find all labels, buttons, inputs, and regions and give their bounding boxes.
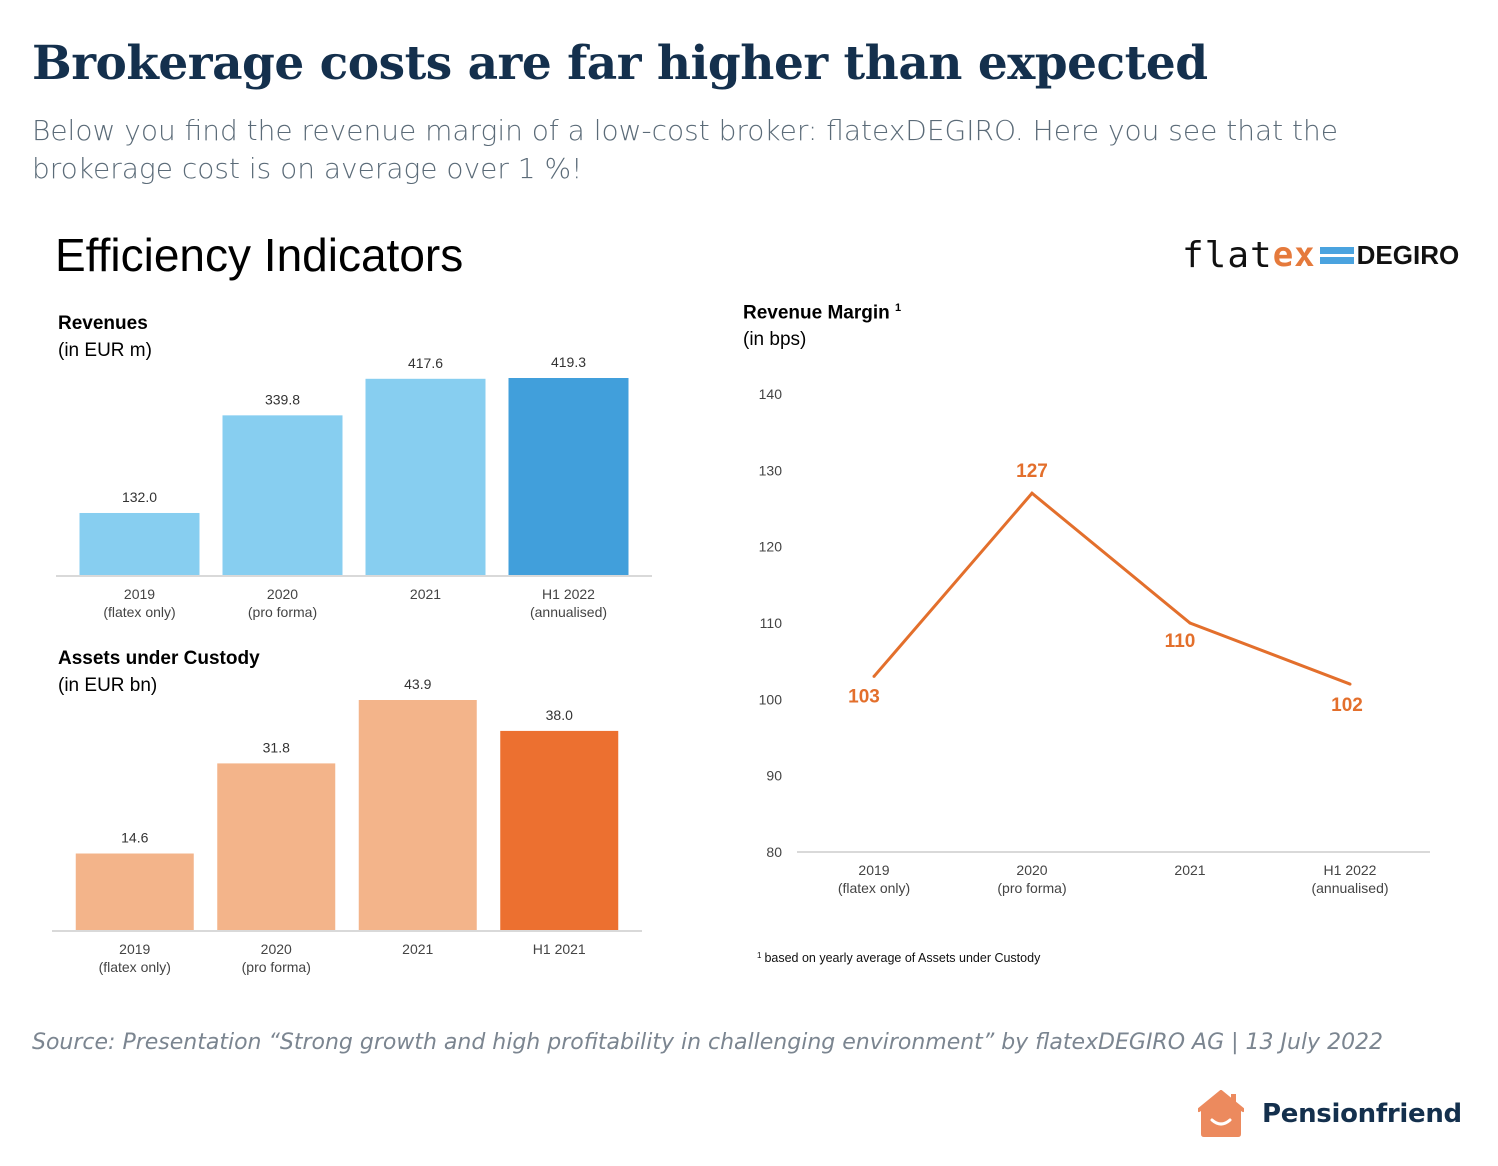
- aum-value-label: 31.8: [263, 739, 290, 755]
- aum-category-label: 2019: [119, 941, 150, 957]
- revenues-category-label: 2019: [124, 586, 155, 602]
- aum-category-label: 2020: [261, 941, 292, 957]
- margin-y-tick-label: 90: [766, 768, 782, 784]
- footnote-sup: 1: [757, 951, 762, 960]
- margin-y-tick-label: 100: [759, 691, 783, 707]
- margin-chart-title: Revenue Margin 1: [743, 302, 901, 324]
- margin-value-label: 103: [848, 686, 880, 707]
- margin-value-label: 102: [1331, 695, 1363, 716]
- revenues-category-label: H1 2022: [542, 586, 595, 602]
- aum-value-label: 14.6: [121, 830, 148, 846]
- revenues-category-label: 2021: [410, 586, 441, 602]
- aum-bar-chart: 14.6 2019 (flatex only) 31.8 2020 (pro forma)…: [52, 676, 642, 975]
- margin-y-tick-label: 130: [759, 462, 783, 478]
- revenues-chart-title: Revenues: [58, 313, 148, 334]
- revenues-value-label: 339.8: [265, 391, 300, 407]
- revenues-bar: [365, 378, 486, 575]
- margin-category-label: 2021: [1174, 862, 1205, 878]
- margin-category-label: 2020: [1016, 862, 1047, 878]
- revenues-chart-unit: (in EUR m): [58, 340, 152, 361]
- page-headline: Brokerage costs are far higher than expe…: [32, 36, 1208, 91]
- margin-chart-title-text: Revenue Margin: [743, 302, 890, 324]
- logo-text-flat: flat: [1182, 234, 1273, 276]
- aum-bar: [217, 763, 336, 930]
- margin-data-point: [1348, 682, 1352, 686]
- margin-category-sublabel: (flatex only): [838, 880, 910, 896]
- margin-chart-unit: (in bps): [743, 329, 807, 350]
- revenues-bar-chart: 132.0 2019 (flatex only) 339.8 2020 (pro form…: [56, 354, 652, 620]
- margin-data-point: [872, 674, 876, 678]
- logo-bars-icon: [1319, 246, 1354, 264]
- aum-value-label: 43.9: [404, 676, 431, 692]
- footnote-marker: 1: [895, 302, 902, 314]
- logo-text-ex: ex: [1272, 235, 1316, 275]
- margin-y-tick-label: 110: [760, 615, 783, 631]
- aum-bar: [75, 853, 194, 930]
- margin-y-tick-label: 80: [766, 844, 782, 860]
- revenues-bar: [79, 512, 200, 575]
- revenues-category-sublabel: (flatex only): [103, 604, 175, 620]
- revenues-value-label: 417.6: [408, 355, 443, 371]
- aum-category-sublabel: (pro forma): [242, 959, 311, 975]
- margin-y-tick-label: 120: [759, 539, 783, 555]
- aum-bar: [358, 700, 477, 930]
- page-subtitle: Below you find the revenue margin of a l…: [32, 114, 1338, 185]
- margin-series-line: [872, 491, 1351, 686]
- slide-title: Efficiency Indicators: [55, 229, 464, 281]
- margin-data-point: [1188, 621, 1192, 625]
- logo-text-degiro: DEGIRO: [1356, 239, 1460, 270]
- revenues-value-label: 419.3: [551, 354, 586, 370]
- margin-category-sublabel: (pro forma): [997, 880, 1066, 896]
- aum-chart-unit: (in EUR bn): [58, 675, 158, 696]
- margin-data-point: [1030, 491, 1034, 495]
- margin-value-label: 110: [1165, 631, 1196, 652]
- pensionfriend-logo: Pensionfriend: [1198, 1090, 1462, 1138]
- aum-category-label: H1 2021: [533, 941, 586, 957]
- source-citation: Source: Presentation “Strong growth and …: [32, 1030, 1384, 1055]
- margin-line-chart: 80 90 100 110 120 130 140 103 2019 (flatex only) 1…: [759, 386, 1430, 896]
- aum-bar: [500, 730, 619, 930]
- house-smile-icon: [1198, 1090, 1244, 1137]
- revenues-category-label: 2020: [267, 586, 298, 602]
- margin-category-label: 2019: [858, 862, 889, 878]
- revenues-category-sublabel: (annualised): [530, 604, 607, 620]
- flatex-degiro-logo: flat ex DEGIRO: [1182, 234, 1460, 276]
- pensionfriend-brand-name: Pensionfriend: [1262, 1099, 1462, 1129]
- aum-value-label: 38.0: [546, 707, 573, 723]
- revenues-bar: [222, 415, 343, 575]
- margin-y-tick-label: 140: [759, 386, 783, 402]
- margin-category-label: H1 2022: [1324, 862, 1377, 878]
- margin-value-label: 127: [1016, 461, 1048, 482]
- chart-footnote: 1 based on yearly average of Assets under…: [757, 951, 1040, 965]
- footnote-text: based on yearly average of Assets under …: [764, 951, 1041, 965]
- aum-chart-title: Assets under Custody: [58, 648, 260, 669]
- aum-category-sublabel: (flatex only): [99, 959, 171, 975]
- revenues-bar: [508, 378, 629, 575]
- revenues-value-label: 132.0: [122, 489, 157, 505]
- aum-category-label: 2021: [402, 941, 433, 957]
- revenues-category-sublabel: (pro forma): [248, 604, 317, 620]
- margin-category-sublabel: (annualised): [1311, 880, 1388, 896]
